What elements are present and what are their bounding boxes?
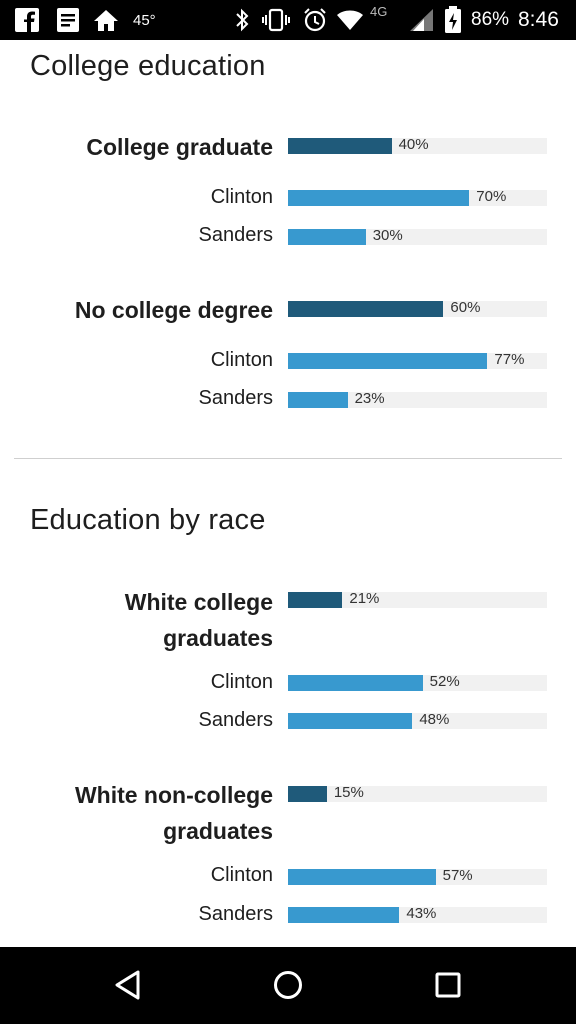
value-label: 30% [372, 227, 403, 244]
group-label-line: graduates [163, 625, 273, 651]
bar-track: 57% [288, 867, 547, 885]
navigation-bar [0, 947, 576, 1024]
group-label: White non-college graduates [75, 777, 273, 849]
bar [288, 907, 400, 923]
home-icon [93, 0, 119, 40]
battery-percent: 86% [471, 9, 510, 30]
value-label: 23% [354, 390, 385, 407]
signal-icon [408, 0, 434, 40]
section-title: College education [30, 50, 266, 82]
value-label: 15% [333, 784, 364, 801]
bar [288, 138, 392, 154]
candidate-label: Sanders [198, 903, 274, 925]
facebook-icon [14, 0, 40, 40]
group-label-line: graduates [163, 818, 273, 844]
bar-track: 48% [288, 711, 547, 729]
bar [288, 592, 343, 608]
back-icon [115, 970, 140, 1000]
wifi-icon [336, 0, 364, 40]
value-label: 60% [450, 299, 481, 316]
bar [288, 190, 470, 206]
temperature: 45° [133, 11, 156, 29]
value-label: 57% [442, 867, 473, 884]
candidate-label: Sanders [198, 387, 274, 409]
bar [288, 301, 444, 317]
group-label-line: White college [124, 589, 273, 615]
group-label: White college graduates [125, 584, 273, 656]
chart-content[interactable]: College education College graduate 40% C… [0, 40, 576, 947]
value-label: 70% [476, 188, 507, 205]
news-icon [56, 0, 80, 40]
candidate-label: Clinton [210, 864, 273, 886]
recents-button[interactable] [430, 967, 466, 1003]
value-label: 48% [419, 711, 450, 728]
section-title: Education by race [30, 504, 266, 536]
group-label-line: White non-college [74, 782, 273, 808]
bar [288, 786, 327, 802]
candidate-label: Sanders [198, 709, 274, 731]
bar [288, 392, 348, 408]
value-label: 52% [429, 673, 460, 690]
alarm-icon [302, 0, 328, 40]
bar-track: 21% [288, 590, 547, 608]
candidate-label: Clinton [210, 186, 273, 208]
section-divider [14, 458, 562, 459]
bar-track: 40% [288, 136, 547, 154]
back-button[interactable] [110, 967, 146, 1003]
bluetooth-icon [234, 0, 250, 40]
clock: 8:46 [518, 8, 559, 31]
bar [288, 713, 413, 729]
bar-track: 52% [288, 673, 547, 691]
candidate-label: Clinton [210, 349, 273, 371]
bar [288, 675, 423, 691]
status-bar: 45° 4G 86% 8:46 [0, 0, 576, 40]
value-label: 77% [494, 351, 525, 368]
network-type: 4G [370, 4, 388, 19]
bar-track: 30% [288, 227, 547, 245]
bar-track: 77% [288, 351, 547, 369]
group-label: No college degree [75, 292, 273, 328]
group-label: College graduate [86, 129, 273, 165]
value-label: 40% [398, 136, 429, 153]
bar-track: 60% [288, 299, 547, 317]
bar-track: 23% [288, 390, 547, 408]
group-label-line: No college degree [74, 297, 273, 323]
recents-square-icon [435, 972, 461, 998]
bar [288, 229, 366, 245]
group-label-line: College graduate [86, 134, 273, 160]
vibrate-icon [262, 0, 290, 40]
bar-track: 15% [288, 784, 547, 802]
value-label: 21% [349, 590, 380, 607]
value-label: 43% [406, 905, 437, 922]
home-circle-icon [274, 971, 302, 999]
battery-icon [444, 0, 462, 40]
candidate-label: Sanders [198, 224, 274, 246]
home-button[interactable] [270, 967, 306, 1003]
bar [288, 869, 436, 885]
bar [288, 353, 488, 369]
bar-track: 70% [288, 188, 547, 206]
bar-track: 43% [288, 905, 547, 923]
candidate-label: Clinton [210, 671, 273, 693]
